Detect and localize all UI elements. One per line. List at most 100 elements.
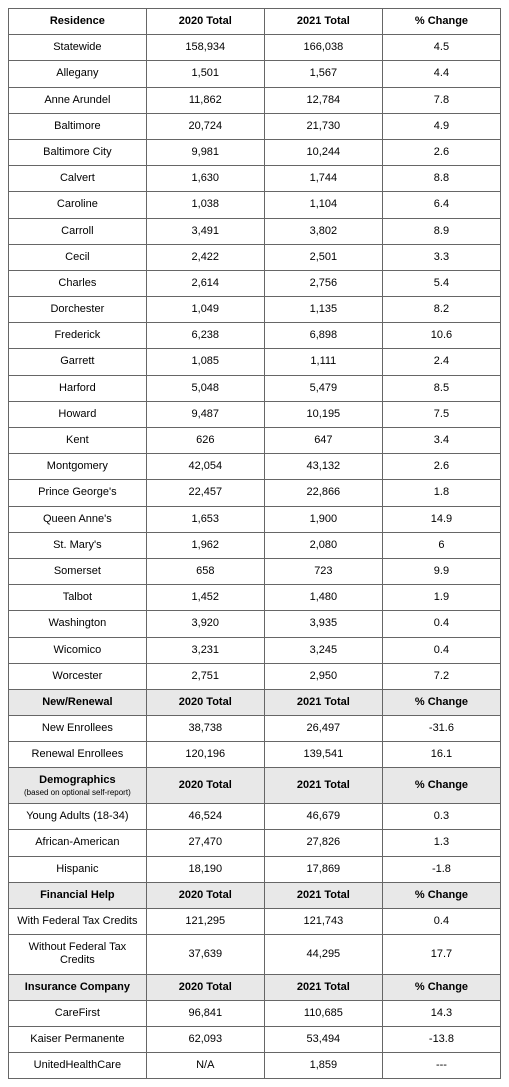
- table-cell: Harford: [9, 375, 147, 401]
- table-cell: Worcester: [9, 663, 147, 689]
- table-cell: 1,962: [146, 532, 264, 558]
- section-header-cell: 2021 Total: [264, 882, 382, 908]
- col-header: Residence: [9, 9, 147, 35]
- table-row: Frederick6,2386,89810.6: [9, 323, 501, 349]
- table-row: Montgomery42,05443,1322.6: [9, 454, 501, 480]
- table-row: Caroline1,0381,1046.4: [9, 192, 501, 218]
- enrollment-table: Residence 2020 Total 2021 Total % Change…: [8, 8, 501, 1079]
- table-cell: Kaiser Permanente: [9, 1026, 147, 1052]
- table-cell: 0.4: [382, 611, 500, 637]
- table-cell: Talbot: [9, 585, 147, 611]
- table-cell: 10,195: [264, 401, 382, 427]
- table-cell: 121,743: [264, 908, 382, 934]
- table-row: Statewide158,934166,0384.5: [9, 35, 501, 61]
- table-cell: 1,452: [146, 585, 264, 611]
- table-cell: 658: [146, 558, 264, 584]
- table-row: Allegany1,5011,5674.4: [9, 61, 501, 87]
- table-cell: 3,491: [146, 218, 264, 244]
- table-cell: 3,231: [146, 637, 264, 663]
- table-cell: Wicomico: [9, 637, 147, 663]
- table-cell: 1.8: [382, 480, 500, 506]
- table-header-row: Residence 2020 Total 2021 Total % Change: [9, 9, 501, 35]
- table-cell: Kent: [9, 428, 147, 454]
- section-header-cell: 2021 Total: [264, 974, 382, 1000]
- table-cell: Somerset: [9, 558, 147, 584]
- table-cell: 46,524: [146, 804, 264, 830]
- section-header-row: Insurance Company2020 Total2021 Total% C…: [9, 974, 501, 1000]
- table-cell: 2,751: [146, 663, 264, 689]
- section-header-cell: % Change: [382, 882, 500, 908]
- table-cell: Charles: [9, 270, 147, 296]
- table-cell: Anne Arundel: [9, 87, 147, 113]
- table-row: Calvert1,6301,7448.8: [9, 166, 501, 192]
- table-row: Harford5,0485,4798.5: [9, 375, 501, 401]
- table-cell: St. Mary's: [9, 532, 147, 558]
- table-cell: 17.7: [382, 935, 500, 974]
- section-header-cell: New/Renewal: [9, 689, 147, 715]
- table-row: Somerset6587239.9: [9, 558, 501, 584]
- table-cell: 121,295: [146, 908, 264, 934]
- table-cell: 0.3: [382, 804, 500, 830]
- table-cell: 9.9: [382, 558, 500, 584]
- section-header-cell: 2020 Total: [146, 882, 264, 908]
- table-cell: 2.6: [382, 454, 500, 480]
- table-cell: 22,457: [146, 480, 264, 506]
- table-cell: 14.9: [382, 506, 500, 532]
- table-cell: 8.5: [382, 375, 500, 401]
- table-cell: 3,920: [146, 611, 264, 637]
- table-cell: 3,245: [264, 637, 382, 663]
- table-row: Prince George's22,45722,8661.8: [9, 480, 501, 506]
- table-cell: 14.3: [382, 1000, 500, 1026]
- table-row: Kent6266473.4: [9, 428, 501, 454]
- table-cell: CareFirst: [9, 1000, 147, 1026]
- table-cell: 5,479: [264, 375, 382, 401]
- table-cell: 43,132: [264, 454, 382, 480]
- table-cell: 1.9: [382, 585, 500, 611]
- table-cell: Renewal Enrollees: [9, 742, 147, 768]
- table-cell: 53,494: [264, 1026, 382, 1052]
- table-cell: 723: [264, 558, 382, 584]
- table-row: African-American27,47027,8261.3: [9, 830, 501, 856]
- col-header: 2020 Total: [146, 9, 264, 35]
- col-header: % Change: [382, 9, 500, 35]
- table-row: Talbot1,4521,4801.9: [9, 585, 501, 611]
- table-row: Washington3,9203,9350.4: [9, 611, 501, 637]
- table-cell: 17,869: [264, 856, 382, 882]
- table-cell: 2.4: [382, 349, 500, 375]
- col-header: 2021 Total: [264, 9, 382, 35]
- table-row: Garrett1,0851,1112.4: [9, 349, 501, 375]
- table-cell: 1,859: [264, 1053, 382, 1079]
- table-cell: 8.8: [382, 166, 500, 192]
- table-cell: 2,080: [264, 532, 382, 558]
- table-cell: Howard: [9, 401, 147, 427]
- table-row: Baltimore City9,98110,2442.6: [9, 139, 501, 165]
- table-row: CareFirst96,841110,68514.3: [9, 1000, 501, 1026]
- section-header-cell: 2021 Total: [264, 689, 382, 715]
- table-cell: 3,935: [264, 611, 382, 637]
- table-cell: 44,295: [264, 935, 382, 974]
- table-cell: 4.9: [382, 113, 500, 139]
- table-cell: 2,614: [146, 270, 264, 296]
- section-header-row: Financial Help2020 Total2021 Total% Chan…: [9, 882, 501, 908]
- table-cell: African-American: [9, 830, 147, 856]
- table-cell: 9,981: [146, 139, 264, 165]
- table-cell: 1,653: [146, 506, 264, 532]
- table-cell: Baltimore City: [9, 139, 147, 165]
- table-cell: 1,744: [264, 166, 382, 192]
- table-cell: 27,470: [146, 830, 264, 856]
- table-cell: 7.5: [382, 401, 500, 427]
- table-cell: Carroll: [9, 218, 147, 244]
- table-row: Renewal Enrollees120,196139,54116.1: [9, 742, 501, 768]
- section-header-cell: % Change: [382, 974, 500, 1000]
- table-cell: 42,054: [146, 454, 264, 480]
- table-cell: Young Adults (18-34): [9, 804, 147, 830]
- table-cell: 21,730: [264, 113, 382, 139]
- table-cell: -31.6: [382, 716, 500, 742]
- table-cell: 26,497: [264, 716, 382, 742]
- table-cell: Montgomery: [9, 454, 147, 480]
- table-cell: Cecil: [9, 244, 147, 270]
- table-row: Carroll3,4913,8028.9: [9, 218, 501, 244]
- table-cell: 2,950: [264, 663, 382, 689]
- table-cell: 1,480: [264, 585, 382, 611]
- table-cell: 8.9: [382, 218, 500, 244]
